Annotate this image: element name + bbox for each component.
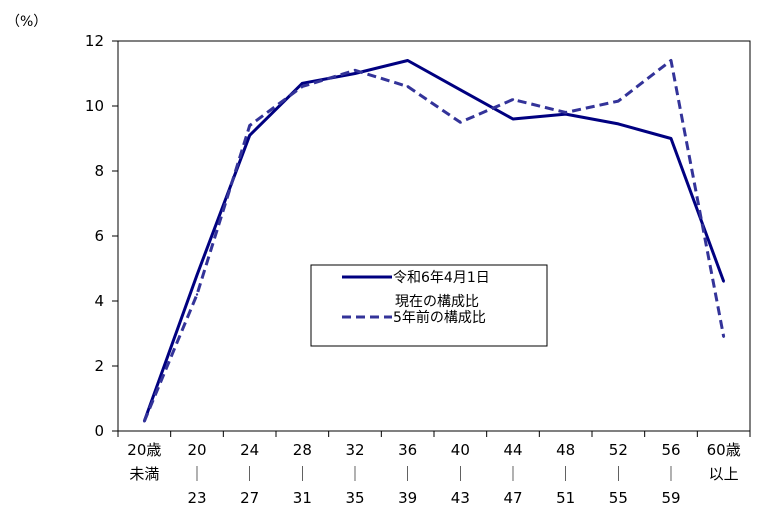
- data-point: [617, 122, 620, 126]
- x-tick-label: 20 ｜ 23: [187, 441, 206, 507]
- data-point: [617, 99, 620, 103]
- data-point: [301, 85, 304, 88]
- y-axis: 0 2 4 6 8 10 12: [85, 32, 751, 440]
- series-line-current: [142, 59, 726, 422]
- x-tick-label: 52 ｜ 55: [609, 441, 628, 507]
- data-point: [459, 88, 462, 91]
- legend-label-current-line2: 現在の構成比: [395, 294, 479, 310]
- x-tick-label: 24 ｜ 27: [240, 441, 259, 507]
- x-axis: 20歳未満 20 ｜ 23 24 ｜ 27 28 ｜ 31 32 ｜ 35 36 ｜ 39 40 ｜ 43 44 ｜ 47…: [117, 431, 751, 507]
- y-tick-label: 12: [85, 32, 104, 50]
- legend: 令和6年4月1日 現在の構成比 5年前の構成比: [310, 264, 548, 347]
- legend-label-current-line1: 令和6年4月1日: [393, 270, 490, 286]
- y-tick-label: 4: [94, 292, 104, 310]
- x-tick-label: 32 ｜ 35: [345, 441, 364, 507]
- data-point: [248, 134, 251, 137]
- data-point: [511, 98, 515, 101]
- x-tick-label: 44 ｜ 47: [503, 441, 522, 507]
- x-tick-label: 28 ｜ 31: [293, 441, 312, 507]
- x-tick-label: 56 ｜ 59: [661, 441, 680, 507]
- data-point: [564, 111, 567, 114]
- y-tick-label: 2: [94, 357, 104, 375]
- data-point: [353, 69, 357, 72]
- series-line-previous: [142, 59, 726, 422]
- x-tick-label: 48 ｜ 51: [556, 441, 575, 507]
- y-tick-label: 8: [94, 162, 104, 180]
- y-tick-label: 6: [94, 227, 104, 245]
- data-point: [722, 280, 725, 283]
- data-point: [248, 124, 251, 127]
- data-point: [195, 273, 199, 277]
- data-point: [669, 59, 673, 62]
- data-point: [406, 59, 409, 62]
- x-tick-label: 20歳未満: [127, 441, 161, 483]
- data-point: [353, 72, 357, 75]
- y-tick-label: 0: [94, 422, 104, 440]
- data-point: [195, 293, 199, 296]
- x-tick-label: 60歳以上: [707, 441, 741, 483]
- y-tick-label: 10: [85, 97, 104, 115]
- data-point: [669, 137, 673, 140]
- series-lines: [142, 59, 726, 423]
- data-point: [722, 335, 725, 338]
- x-tick-label: 36 ｜ 39: [398, 441, 417, 507]
- data-point: [406, 85, 409, 88]
- y-unit-label: （%）: [6, 14, 47, 30]
- x-tick-label: 40 ｜ 43: [451, 441, 470, 507]
- data-point: [301, 82, 304, 85]
- data-point: [143, 420, 146, 423]
- data-point: [511, 117, 515, 121]
- data-point: [459, 121, 462, 124]
- legend-label-previous: 5年前の構成比: [393, 309, 486, 326]
